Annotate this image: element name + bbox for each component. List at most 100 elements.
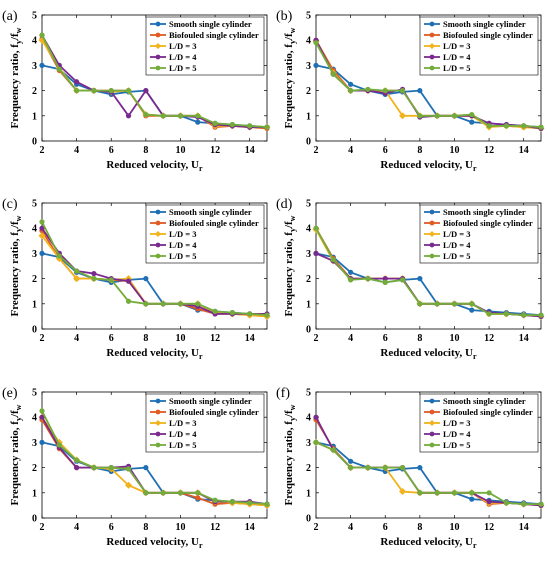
chart-5-legend-marker-1 — [155, 398, 161, 404]
chart-5-plot-frame — [41, 391, 268, 519]
chart-5-series-5-point-3 — [91, 465, 97, 471]
chart-1-series-5-point-11 — [229, 122, 235, 128]
chart-1-series-5-point-4 — [108, 88, 114, 94]
chart-3-y-tick-label-2: 2 — [32, 274, 37, 285]
chart-2-series-5-line — [315, 42, 542, 129]
chart-4-series-5-point-0 — [313, 225, 319, 231]
chart-3-series-5-point-12 — [247, 311, 253, 317]
chart-2-legend-marker-3 — [429, 43, 435, 49]
chart-6-legend-label-4: L/D = 4 — [443, 429, 471, 439]
chart-5-series-5-point-5 — [125, 466, 132, 472]
chart-4-legend-marker-3 — [429, 231, 435, 237]
chart-1-series-5-point-13 — [264, 124, 270, 130]
chart-1-series-1-point-0 — [39, 62, 45, 68]
chart-6-legend-marker-3 — [429, 420, 435, 426]
chart-4-series-1-point-2 — [348, 269, 354, 275]
chart-5-legend-label-3: L/D = 3 — [169, 418, 197, 428]
chart-5-legend-marker-2 — [155, 409, 161, 415]
chart-2-series-5-point-9 — [469, 111, 475, 118]
chart-2-legend-label-1: Smooth single cylinder — [443, 19, 526, 29]
chart-3-y-tick-label-1: 1 — [32, 299, 37, 310]
chart-5-series-5-point-8 — [177, 490, 184, 496]
chart-3-legend-label-2: Biofouled single cylinder — [169, 218, 259, 228]
chart-4-series-5-point-5 — [399, 277, 406, 283]
chart-6-series-3-point-5 — [399, 488, 407, 496]
chart-5-legend-marker-4 — [155, 431, 161, 437]
chart-3-x-tick-label-3: 8 — [143, 333, 148, 344]
chart-5-series-4-point-2 — [74, 465, 80, 471]
chart-1-y-tick-label-0: 0 — [32, 137, 37, 148]
chart-1-series-4-point-5 — [125, 113, 132, 119]
chart-6-legend-label-1: Smooth single cylinder — [443, 396, 526, 406]
chart-3-y-tick-label-5: 5 — [32, 199, 37, 210]
chart-3-plot-frame — [41, 202, 268, 330]
chart-4-x-tick-label-6: 14 — [519, 333, 529, 344]
chart-5-y-tick-label-2: 2 — [32, 463, 37, 474]
chart-2-panel-label: (b) — [276, 9, 293, 24]
chart-5-series-5-line — [41, 410, 268, 506]
chart-4-legend-marker-2 — [429, 220, 435, 226]
chart-5-legend-label-4: L/D = 4 — [169, 429, 197, 439]
chart-3-legend-label-5: L/D = 5 — [169, 251, 197, 261]
chart-4-x-tick-label-0: 2 — [314, 333, 319, 344]
chart-4-plot-frame — [315, 202, 542, 330]
chart-5-series-5-point-7 — [160, 490, 166, 496]
chart-4-series-1-point-6 — [417, 276, 423, 282]
chart-6-legend-label-5: L/D = 5 — [443, 440, 471, 450]
chart-4-legend-label-5: L/D = 5 — [443, 251, 471, 261]
chart-2-series-1-point-0 — [313, 62, 319, 68]
chart-1-series-5-line — [41, 34, 268, 129]
chart-2-series-5-point-4 — [382, 88, 388, 94]
chart-5-x-tick-label-5: 12 — [210, 522, 220, 533]
chart-3-series-5-point-3 — [91, 276, 97, 282]
chart-3-x-tick-label-0: 2 — [40, 333, 45, 344]
chart-4-series-5-point-8 — [451, 301, 458, 307]
chart-3-x-tick-label-4: 10 — [175, 333, 185, 344]
chart-4-series-4-point-4 — [382, 276, 388, 282]
chart-4-series-5-point-13 — [538, 312, 544, 318]
chart-3-y-tick-label-0: 0 — [32, 325, 37, 336]
chart-1-y-tick-label-1: 1 — [32, 111, 37, 122]
chart-3-series-5-line — [41, 221, 268, 317]
chart-6-y-tick-label-4: 4 — [306, 413, 311, 424]
chart-3-series-1-point-6 — [143, 276, 149, 282]
chart-1-panel-label: (a) — [2, 9, 18, 24]
chart-3-series-5-point-8 — [177, 301, 184, 307]
chart-4-x-tick-label-4: 10 — [449, 333, 459, 344]
chart-6-x-tick-label-5: 12 — [484, 522, 494, 533]
chart-1-series-5-point-9 — [195, 113, 201, 119]
chart-6-x-tick-label-0: 2 — [314, 522, 319, 533]
chart-1-series-4-line — [41, 34, 267, 129]
chart-3-legend-marker-5 — [155, 253, 161, 259]
chart-6-series-1-point-9 — [469, 496, 475, 502]
chart-6-series-5-point-4 — [382, 465, 388, 471]
chart-6-y-tick-label-5: 5 — [306, 388, 311, 399]
chart-5-x-tick-label-3: 8 — [143, 522, 148, 533]
chart-5-legend-label-2: Biofouled single cylinder — [169, 407, 259, 417]
chart-6-panel-label: (f) — [276, 386, 290, 401]
chart-6-y-tick-label-3: 3 — [306, 438, 311, 449]
chart-3-legend-marker-1 — [155, 209, 161, 215]
chart-4-series-5-point-11 — [503, 311, 509, 317]
chart-6-y-tick-label-2: 2 — [306, 463, 311, 474]
chart-4-series-5-point-7 — [434, 301, 440, 307]
chart-1-x-tick-label-1: 4 — [74, 145, 79, 156]
chart-2-legend-marker-5 — [429, 65, 435, 71]
chart-1-y-tick-label-5: 5 — [32, 11, 37, 22]
chart-5-x-tick-label-6: 14 — [245, 522, 255, 533]
chart-2-series-1-point-9 — [469, 119, 475, 125]
chart-5-series-5-point-12 — [247, 500, 253, 506]
chart-5-series-2-point-9 — [195, 495, 201, 501]
chart-1-legend-label-5: L/D = 5 — [169, 63, 197, 73]
chart-1-legend-marker-1 — [155, 21, 161, 27]
chart-3-series-5-point-10 — [212, 308, 218, 314]
chart-6-series-4-point-0 — [313, 414, 319, 420]
chart-1-series-5-point-3 — [91, 88, 97, 94]
chart-1-legend-marker-2 — [155, 32, 161, 38]
chart-6-series-5-point-6 — [417, 490, 423, 496]
chart-4-y-tick-label-4: 4 — [306, 224, 311, 235]
chart-5-x-tick-label-1: 4 — [74, 522, 79, 533]
chart-2-series-5-point-7 — [434, 113, 440, 119]
chart-5-series-1-point-0 — [39, 439, 45, 445]
